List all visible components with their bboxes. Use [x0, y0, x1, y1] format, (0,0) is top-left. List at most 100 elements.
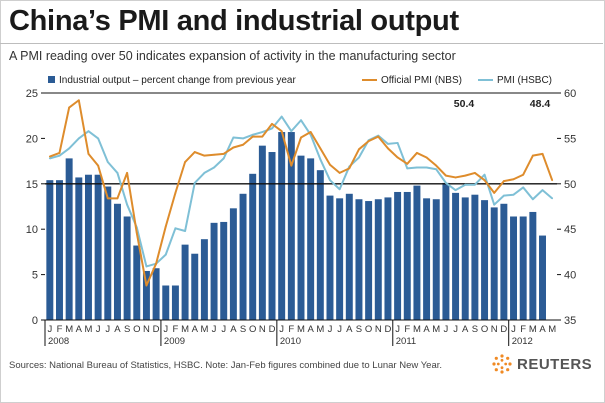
x-month-label: O — [481, 324, 488, 335]
point-hsbc — [358, 156, 360, 159]
bar-industrial-output — [152, 268, 160, 320]
y-left-tick-label: 5 — [32, 270, 38, 282]
point-nbs — [425, 156, 428, 159]
point-hsbc — [261, 131, 264, 133]
lines-layer — [48, 99, 554, 287]
bar-industrial-output — [519, 216, 527, 320]
x-month-label: M — [65, 324, 73, 335]
x-month-label: M — [200, 324, 208, 335]
point-hsbc — [541, 189, 544, 192]
point-nbs — [164, 225, 167, 228]
x-month-label: N — [375, 324, 382, 335]
annotation-hsbc: 48.4 — [530, 98, 551, 110]
point-nbs — [300, 136, 302, 139]
bar-industrial-output — [84, 174, 92, 320]
annotation-nbs: 50.4 — [454, 98, 475, 110]
x-month-label: F — [173, 324, 179, 335]
point-nbs — [280, 130, 283, 133]
bar-industrial-output — [239, 193, 247, 320]
point-nbs — [348, 167, 351, 170]
point-nbs — [464, 174, 467, 177]
y-right-tick-label: 40 — [564, 270, 576, 282]
x-month-label: J — [395, 324, 400, 335]
point-hsbc — [551, 197, 554, 200]
x-month-label: O — [133, 324, 140, 335]
bar-industrial-output — [210, 222, 218, 320]
point-hsbc — [232, 136, 235, 139]
point-nbs — [541, 152, 544, 155]
point-hsbc — [387, 142, 389, 145]
bar-industrial-output — [529, 211, 537, 320]
x-month-label: J — [337, 324, 342, 335]
point-hsbc — [493, 203, 496, 206]
y-right-tick-label: 60 — [564, 88, 576, 100]
y-left-tick-label: 15 — [26, 179, 38, 191]
point-nbs — [387, 147, 389, 150]
point-hsbc — [68, 147, 71, 150]
point-nbs — [106, 197, 109, 200]
title-divider — [0, 43, 603, 44]
bar-industrial-output — [471, 194, 479, 320]
legend-label-nbs: Official PMI (NBS) — [381, 75, 462, 86]
bar-industrial-output — [500, 203, 508, 320]
point-nbs — [531, 154, 534, 157]
bar-industrial-output — [442, 182, 450, 320]
bar-industrial-output — [191, 253, 199, 320]
bar-industrial-output — [104, 186, 112, 320]
point-nbs — [68, 106, 71, 109]
bar-industrial-output — [413, 185, 421, 320]
bar-industrial-output — [452, 192, 460, 320]
x-year-label: 2008 — [48, 336, 69, 347]
bar-industrial-output — [481, 200, 489, 320]
y-right-tick-label: 35 — [564, 315, 576, 327]
x-month-label: A — [423, 324, 430, 335]
point-hsbc — [396, 142, 399, 144]
point-hsbc — [126, 203, 129, 206]
x-month-label: M — [316, 324, 324, 335]
point-hsbc — [300, 119, 302, 122]
point-nbs — [145, 284, 148, 287]
x-month-label: M — [529, 324, 537, 335]
point-nbs — [290, 164, 293, 167]
bar-industrial-output — [162, 285, 170, 320]
y-right-tick-label: 45 — [564, 224, 576, 236]
bar-industrial-output — [56, 180, 63, 320]
bar-industrial-output — [326, 195, 334, 320]
bar-industrial-output — [490, 207, 498, 320]
point-nbs — [77, 99, 80, 102]
x-month-label: F — [520, 324, 526, 335]
point-hsbc — [319, 158, 322, 161]
point-nbs — [48, 155, 51, 158]
point-nbs — [416, 152, 418, 154]
point-nbs — [483, 179, 486, 182]
x-month-label: M — [432, 324, 440, 335]
point-hsbc — [77, 137, 80, 140]
bar-industrial-output — [278, 132, 286, 320]
bar-industrial-output — [423, 198, 431, 320]
point-nbs — [58, 152, 61, 154]
point-hsbc — [242, 137, 244, 140]
x-month-label: D — [385, 324, 392, 335]
annotations: 50.4 48.4 — [454, 98, 551, 110]
x-year-label: 2010 — [280, 336, 301, 347]
bar-industrial-output — [133, 245, 141, 320]
bar-industrial-output — [46, 180, 54, 320]
x-month-label: J — [279, 324, 284, 335]
point-hsbc — [251, 133, 254, 136]
point-nbs — [222, 152, 225, 155]
x-month-label: M — [548, 324, 556, 335]
point-nbs — [473, 172, 476, 174]
point-hsbc — [193, 181, 196, 184]
point-hsbc — [164, 253, 167, 256]
y-left-tick-label: 20 — [26, 133, 38, 145]
bar-industrial-output — [539, 235, 546, 320]
point-nbs — [116, 197, 119, 200]
x-month-label: O — [249, 324, 256, 335]
x-month-label: A — [114, 324, 121, 335]
x-month-label: N — [143, 324, 150, 335]
point-nbs — [377, 135, 380, 138]
bar-industrial-output — [123, 216, 131, 320]
bar-industrial-output — [384, 197, 392, 320]
bar-industrial-output — [142, 270, 150, 320]
